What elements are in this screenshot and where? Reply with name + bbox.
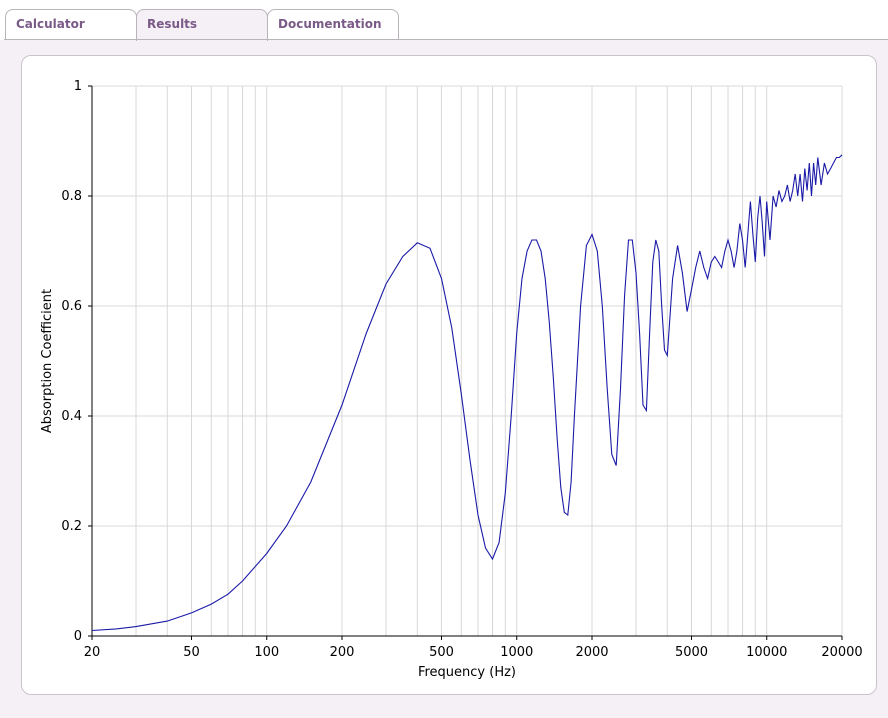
tab-bar: Calculator Results Documentation <box>0 0 888 41</box>
tab-divider <box>4 39 888 40</box>
tab-calculator[interactable]: Calculator <box>5 9 137 39</box>
x-tick-label: 20 <box>84 645 101 660</box>
x-tick-label: 500 <box>429 645 454 660</box>
y-tick-label: 0.6 <box>61 299 82 314</box>
chart-axes <box>88 85 843 640</box>
y-tick-label: 0.8 <box>61 189 82 204</box>
series-line <box>91 154 843 632</box>
y-tick-label: 1 <box>74 79 82 94</box>
x-tick-label: 20000 <box>821 645 862 660</box>
chart-grid <box>91 85 843 637</box>
y-axis-title: Absorption Coefficient <box>40 289 55 433</box>
x-tick-label: 10000 <box>746 645 787 660</box>
y-tick-label: 0.2 <box>61 519 82 534</box>
x-tick-label: 200 <box>330 645 355 660</box>
x-tick-label: 50 <box>183 645 200 660</box>
x-tick-label: 5000 <box>675 645 708 660</box>
y-tick-label: 0.4 <box>61 409 82 424</box>
results-panel <box>21 55 877 695</box>
x-axis-title: Frequency (Hz) <box>418 665 516 680</box>
y-tick-label: 0 <box>74 629 82 644</box>
tab-results[interactable]: Results <box>136 9 268 41</box>
x-tick-label: 100 <box>254 645 279 660</box>
tab-documentation[interactable]: Documentation <box>267 9 399 39</box>
x-tick-label: 1000 <box>500 645 533 660</box>
chart-tick-labels: 0 0.2 0.4 0.6 0.8 1 20 50 100 200 500 1000 2000 5000 1… <box>61 79 862 660</box>
x-tick-label: 2000 <box>575 645 608 660</box>
